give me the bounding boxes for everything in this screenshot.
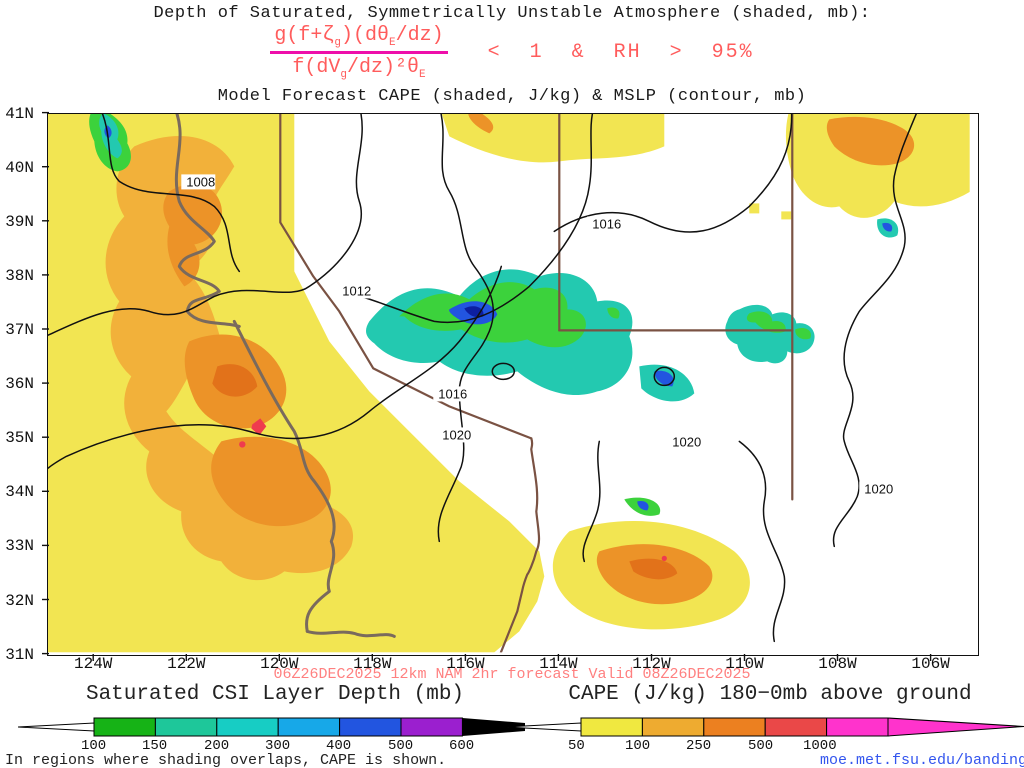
svg-text:50: 50 <box>568 738 585 750</box>
svg-text:500: 500 <box>748 738 773 750</box>
svg-text:250: 250 <box>686 738 711 750</box>
svg-text:1020: 1020 <box>442 427 471 442</box>
svg-text:1016: 1016 <box>438 386 467 401</box>
svg-text:1016: 1016 <box>592 216 621 231</box>
svg-text:1012: 1012 <box>342 283 371 298</box>
svg-text:1020: 1020 <box>864 481 893 496</box>
svg-text:1008: 1008 <box>186 174 215 189</box>
svg-text:400: 400 <box>326 738 351 750</box>
svg-text:100: 100 <box>625 738 650 750</box>
svg-text:500: 500 <box>388 738 413 750</box>
svg-text:200: 200 <box>204 738 229 750</box>
svg-text:600: 600 <box>449 738 474 750</box>
svg-text:1000: 1000 <box>803 738 837 750</box>
svg-text:300: 300 <box>265 738 290 750</box>
svg-text:150: 150 <box>142 738 167 750</box>
svg-text:1020: 1020 <box>672 434 701 449</box>
svg-text:100: 100 <box>81 738 106 750</box>
